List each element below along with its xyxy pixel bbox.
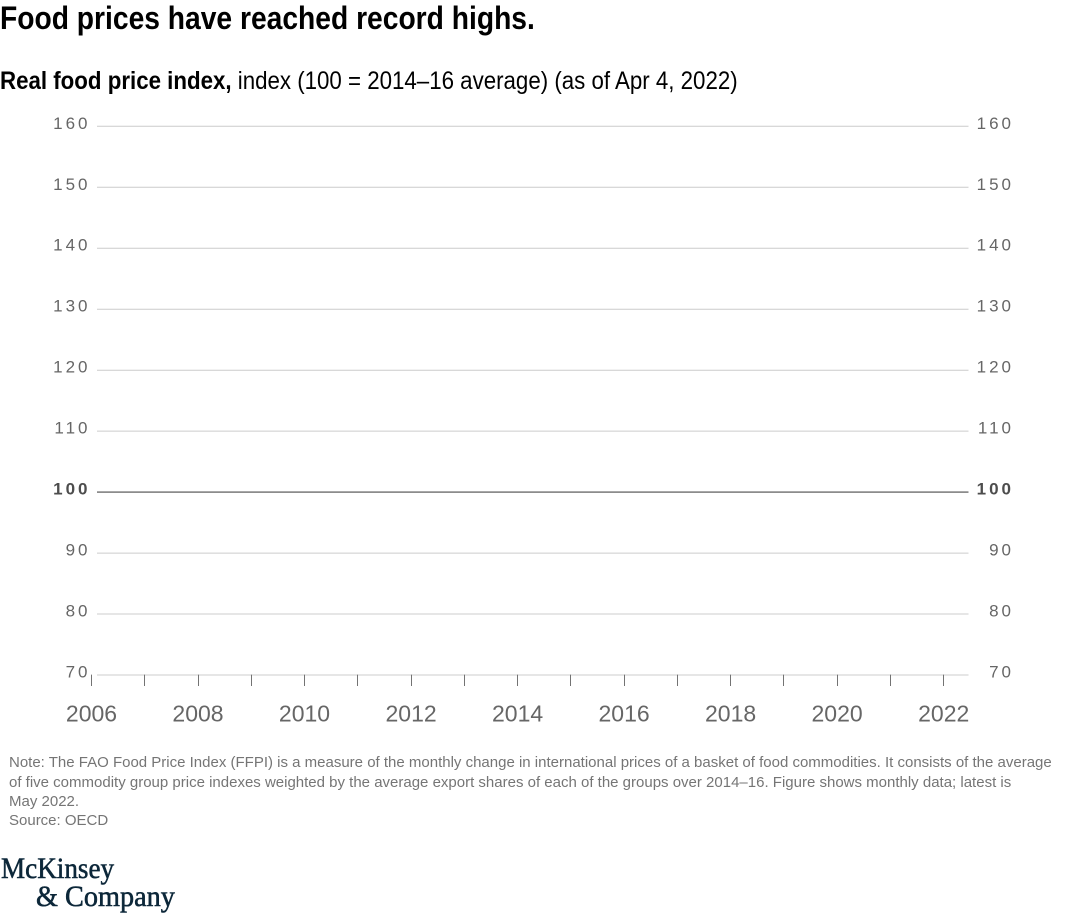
svg-text:2012: 2012 xyxy=(386,701,437,727)
svg-text:2022: 2022 xyxy=(918,701,969,727)
svg-text:100: 100 xyxy=(977,480,1014,499)
svg-text:90: 90 xyxy=(66,541,91,560)
svg-text:120: 120 xyxy=(53,358,90,377)
svg-text:150: 150 xyxy=(53,175,90,194)
svg-text:70: 70 xyxy=(989,663,1014,682)
svg-text:130: 130 xyxy=(53,297,90,316)
svg-text:150: 150 xyxy=(977,175,1014,194)
svg-text:2018: 2018 xyxy=(705,701,756,727)
svg-text:120: 120 xyxy=(977,358,1014,377)
svg-text:2020: 2020 xyxy=(812,701,863,727)
svg-text:2008: 2008 xyxy=(172,701,223,727)
svg-text:140: 140 xyxy=(977,236,1014,255)
svg-text:80: 80 xyxy=(989,602,1014,621)
svg-text:100: 100 xyxy=(53,480,90,499)
svg-text:160: 160 xyxy=(977,114,1014,133)
svg-text:140: 140 xyxy=(53,236,90,255)
svg-text:2014: 2014 xyxy=(492,701,543,727)
svg-text:2016: 2016 xyxy=(599,701,650,727)
svg-text:110: 110 xyxy=(54,419,90,438)
svg-text:70: 70 xyxy=(66,663,91,682)
svg-text:2006: 2006 xyxy=(66,701,117,727)
svg-text:130: 130 xyxy=(977,297,1014,316)
svg-text:2010: 2010 xyxy=(279,701,330,727)
svg-text:160: 160 xyxy=(53,114,90,133)
svg-text:90: 90 xyxy=(989,541,1014,560)
svg-text:110: 110 xyxy=(978,419,1014,438)
svg-text:80: 80 xyxy=(66,602,91,621)
